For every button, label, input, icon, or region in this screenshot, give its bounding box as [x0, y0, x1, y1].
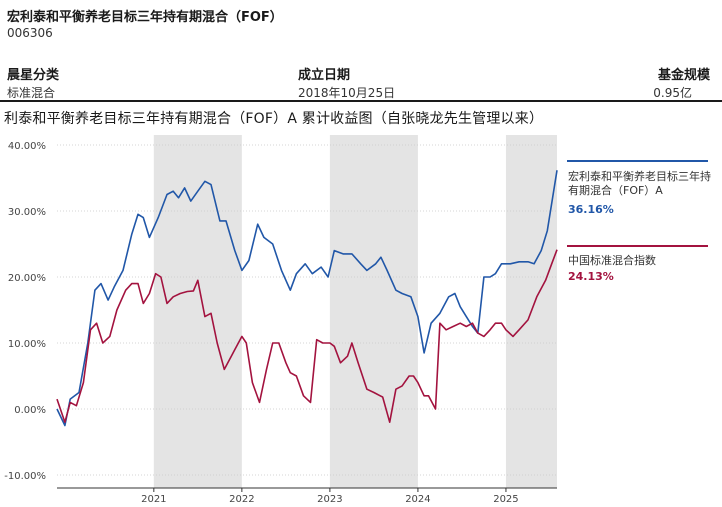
x-tick-label: 2023 — [317, 494, 342, 505]
y-tick-label: 30.00% — [8, 207, 46, 218]
x-tick-label: 2022 — [229, 494, 254, 505]
x-tick-label: 2021 — [141, 494, 166, 505]
y-tick-label: 0.00% — [14, 405, 46, 416]
fund-code: 006306 — [7, 26, 53, 40]
category-label: 晨星分类 — [7, 68, 60, 83]
y-tick-label: 20.00% — [8, 273, 46, 284]
series-line-1 — [56, 249, 558, 423]
category-value: 标准混合 — [7, 86, 56, 100]
fund-size-value: 0.95亿 — [653, 86, 692, 100]
y-tick-label: -10.00% — [4, 471, 46, 482]
shaded-band-0 — [153, 135, 242, 488]
chart-title: 利泰和平衡养老目标三年持有期混合（FOF）A 累计收益图（自张晓龙先生管理以来） — [4, 111, 544, 127]
header-divider — [0, 100, 722, 102]
legend-fund-value: 36.16% — [568, 203, 614, 216]
x-tick-label: 2025 — [493, 494, 518, 505]
y-tick-label: 10.00% — [8, 339, 46, 350]
x-tick-label: 2024 — [405, 494, 430, 505]
legend-index-name: 中国标准混合指数 — [568, 254, 656, 267]
inception-value: 2018年10月25日 — [298, 86, 396, 100]
series-line-0 — [56, 170, 558, 427]
legend-fund-name: 宏利泰和平衡养老目标三年持有期混合（FOF）A — [568, 170, 711, 197]
inception-label: 成立日期 — [298, 68, 351, 83]
fund-size-label: 基金规模 — [657, 68, 710, 83]
shaded-band-1 — [329, 135, 418, 488]
legend-index-value: 24.13% — [568, 270, 614, 283]
fund-title: 宏利泰和平衡养老目标三年持有期混合（FOF） — [7, 10, 283, 25]
y-tick-label: 40.00% — [8, 141, 46, 152]
